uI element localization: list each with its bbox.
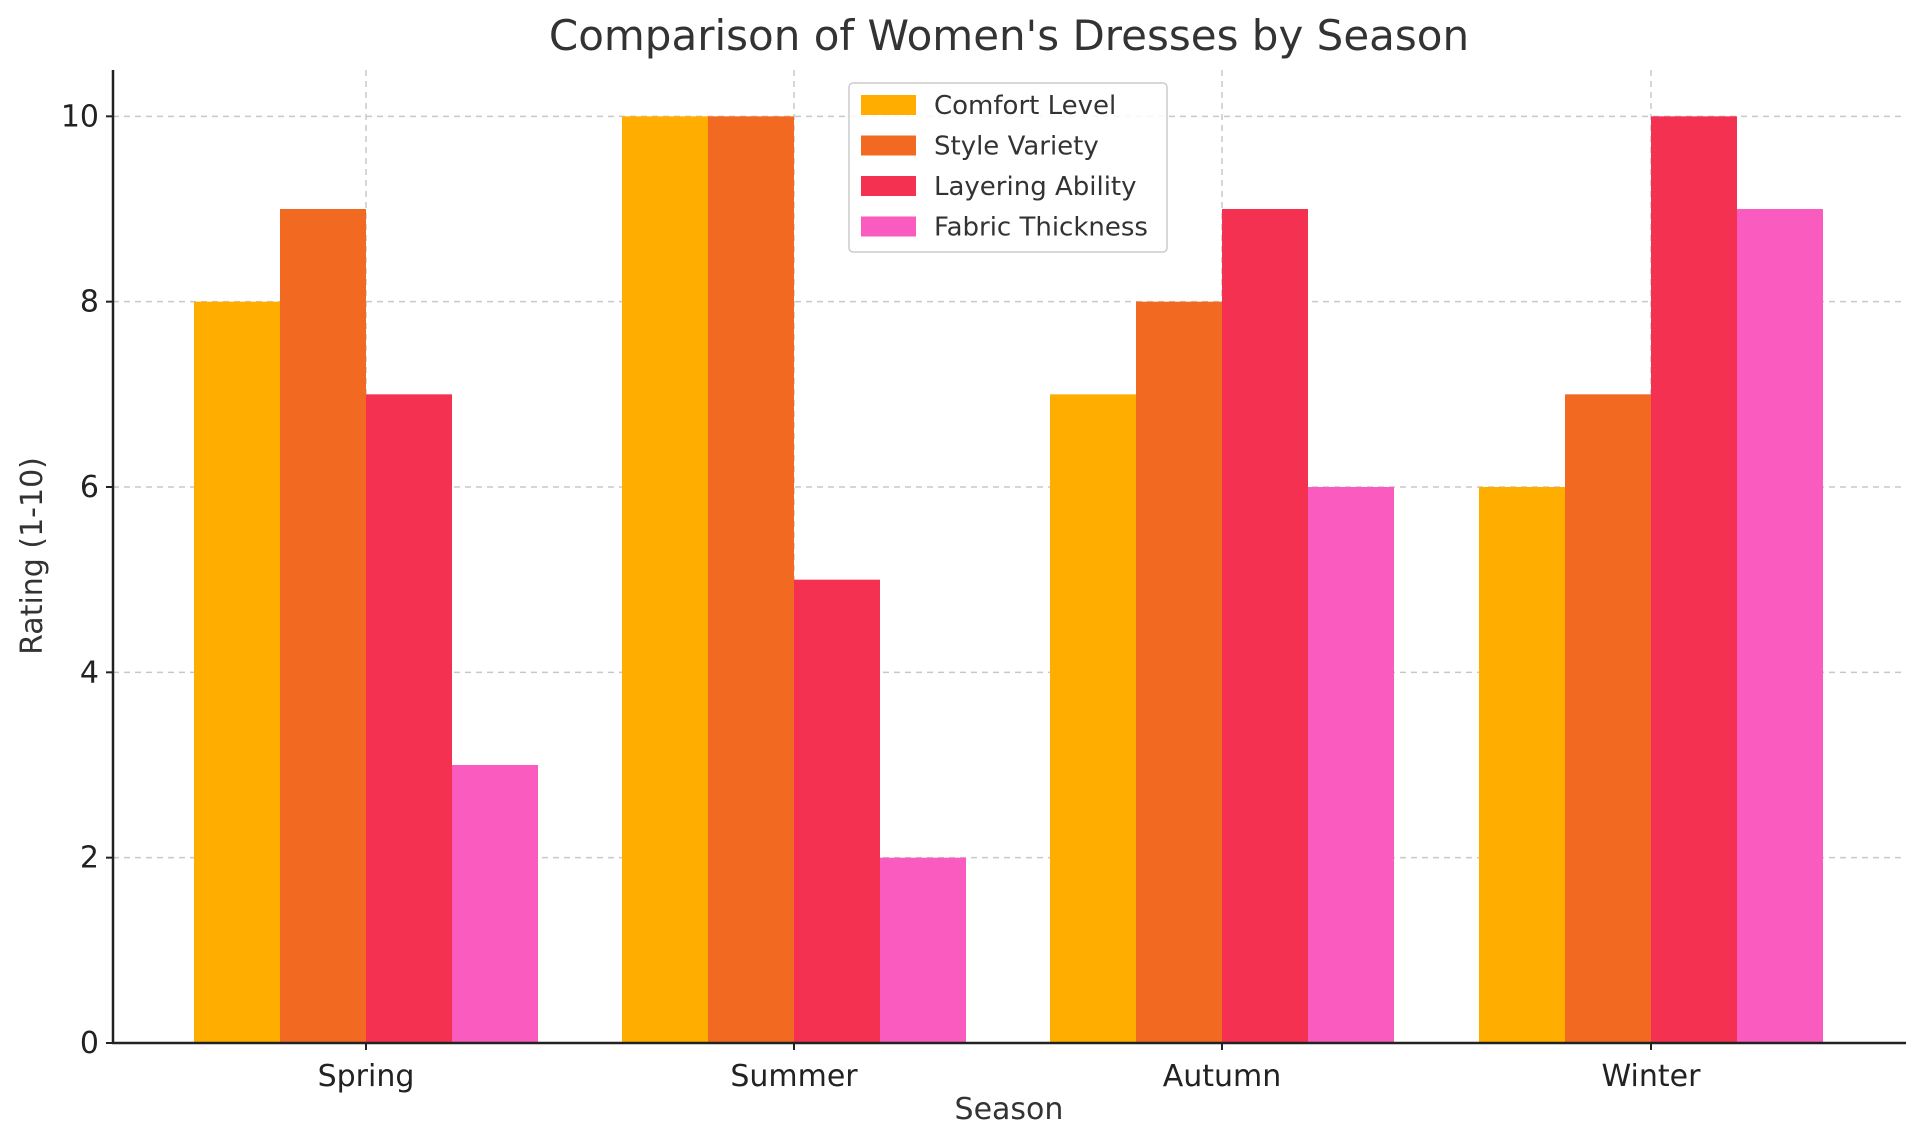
legend-label: Layering Ability: [934, 172, 1137, 202]
bar-fabric-thickness-spring: [452, 765, 538, 1043]
bar-style-variety-autumn: [1136, 301, 1222, 1044]
y-tick-label: 10: [61, 99, 99, 134]
bar-comfort-level-spring: [194, 301, 280, 1044]
y-tick-label: 0: [80, 1026, 99, 1061]
y-tick-label: 8: [80, 285, 99, 320]
y-tick-label: 4: [80, 655, 99, 690]
x-tick-label: Autumn: [1163, 1059, 1282, 1094]
bar-layering-ability-autumn: [1222, 209, 1308, 1043]
legend-frame: [848, 82, 1168, 253]
legend-swatch: [861, 95, 916, 115]
legend-label: Style Variety: [934, 132, 1099, 162]
chart-title: Comparison of Women's Dresses by Season: [549, 11, 1469, 60]
bar-layering-ability-spring: [366, 394, 452, 1043]
y-tick-label: 6: [80, 470, 99, 505]
legend-label: Comfort Level: [934, 91, 1116, 121]
bar-comfort-level-winter: [1479, 487, 1565, 1043]
x-tick-label: Winter: [1602, 1059, 1702, 1094]
legend: Comfort Level Style Variety Layering Abili…: [848, 82, 1168, 253]
legend-swatch: [861, 135, 916, 156]
legend-label: Fabric Thickness: [934, 213, 1148, 243]
legend-swatch: [861, 176, 916, 196]
bar-layering-ability-winter: [1651, 116, 1737, 1044]
bar-comfort-level-autumn: [1050, 394, 1136, 1043]
tick-labels: 0 2 4 6 8 10 Spring Summer Autumn Winter: [61, 99, 1701, 1094]
x-tick-label: Summer: [730, 1059, 858, 1094]
y-axis-label: Rating (1-10): [15, 457, 50, 655]
bar-fabric-thickness-autumn: [1308, 487, 1394, 1043]
legend-swatch: [861, 216, 916, 237]
bar-style-variety-summer: [708, 116, 794, 1044]
y-tick-label: 2: [80, 841, 99, 876]
bar-layering-ability-summer: [794, 579, 880, 1043]
bar-fabric-thickness-summer: [880, 857, 966, 1043]
bar-style-variety-spring: [280, 209, 366, 1043]
x-axis-label: Season: [955, 1092, 1064, 1127]
bar-style-variety-winter: [1565, 394, 1651, 1043]
bar-fabric-thickness-winter: [1737, 209, 1823, 1043]
bars: [194, 116, 1823, 1044]
bar-comfort-level-summer: [622, 116, 708, 1044]
x-tick-label: Spring: [318, 1059, 415, 1094]
axes: [111, 70, 1906, 1045]
